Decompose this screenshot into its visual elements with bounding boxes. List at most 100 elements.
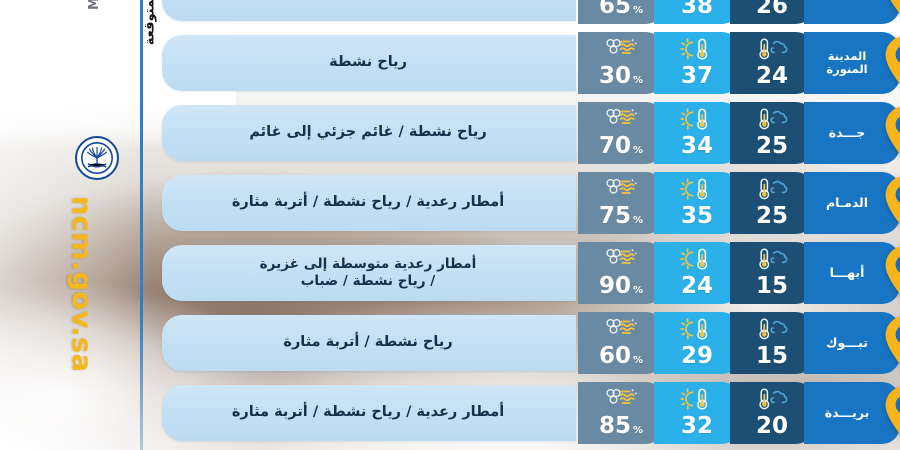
hum-value: 65%: [598, 0, 644, 19]
min-segment: 25: [730, 172, 814, 234]
humidity-droplets-icon: [602, 247, 640, 273]
hum-value: 90%: [598, 273, 644, 299]
forecast-row: 65% 38 26 المكرمة: [148, 0, 900, 24]
sun-thermometer-icon: [679, 317, 715, 345]
hum-value: 70%: [598, 133, 644, 159]
forecast-row: أمطار رعدية / رياح نشطة / أتربة مثارة 85…: [148, 382, 900, 444]
forecast-description-plate: أمطار رعدية متوسطة إلى غزيرة / رياح نشطة …: [162, 245, 576, 301]
percent-unit: %: [633, 5, 644, 16]
forecast-description-plate: [162, 0, 576, 21]
hum-value: 60%: [598, 343, 644, 369]
city-segment[interactable]: المدينة المنورة: [804, 32, 900, 94]
min-segment: 25: [730, 102, 814, 164]
forecast-row: رياح نشطة / غائم جزئي إلى غائم 70%: [148, 102, 900, 164]
vertical-divider: [140, 0, 143, 450]
hum-segment: 85%: [578, 382, 664, 444]
forecast-row: أمطار رعدية متوسطة إلى غزيرة / رياح نشطة …: [148, 242, 900, 304]
ncm-logo: [75, 136, 119, 180]
max-value: 24: [681, 273, 714, 299]
thermometer-cloud-icon: [753, 387, 791, 415]
min-value: 25: [756, 203, 789, 229]
hum-segment: 30%: [578, 32, 664, 94]
max-value: 34: [681, 133, 714, 159]
city-segment[interactable]: بريـــدة: [804, 382, 900, 444]
percent-unit: %: [633, 425, 644, 436]
city-name: جـــدة: [828, 124, 866, 140]
percent-unit: %: [633, 215, 644, 226]
forecast-description-plate: رياح نشطة / أتربة مثارة: [162, 315, 576, 371]
min-segment: 15: [730, 312, 814, 374]
city-segment[interactable]: أبهـــا: [804, 242, 900, 304]
percent-unit: %: [633, 75, 644, 86]
forecast-description-text: رياح نشطة / أتربة مثارة: [283, 334, 453, 351]
forecast-description-plate: رياح نشطة: [162, 35, 576, 91]
humidity-droplets-icon: [602, 37, 640, 63]
max-segment: 38: [654, 0, 740, 24]
city-name: المدينة المنورة: [826, 48, 868, 76]
thermometer-cloud-icon: [753, 37, 791, 65]
thermometer-cloud-icon: [753, 107, 791, 135]
city-segment[interactable]: تبـــوك: [804, 312, 900, 374]
max-value: 38: [681, 0, 714, 19]
forecast-description-text: رياح نشطة / غائم جزئي إلى غائم: [249, 124, 487, 141]
forecast-description-text: أمطار رعدية متوسطة إلى غزيرة / رياح نشطة …: [259, 255, 477, 289]
min-value: 15: [756, 273, 789, 299]
forecast-description-text: أمطار رعدية / رياح نشطة / أتربة مثارة: [231, 194, 505, 211]
max-value: 37: [681, 63, 714, 89]
percent-unit: %: [633, 145, 644, 156]
forecast-row: رياح نشطة 30% 37: [148, 32, 900, 94]
forecast-description-text: رياح نشطة: [329, 54, 407, 71]
city-name: تبـــوك: [826, 334, 868, 350]
min-segment: 24: [730, 32, 814, 94]
thermometer-cloud-icon: [753, 247, 791, 275]
city-segment[interactable]: المكرمة: [804, 0, 900, 24]
hum-value: 30%: [598, 63, 644, 89]
city-name: أبهـــا: [829, 264, 865, 280]
sun-thermometer-icon: [679, 37, 715, 65]
map-pin-icon: [882, 0, 900, 22]
forecast-row: أمطار رعدية / رياح نشطة / أتربة مثارة 75…: [148, 172, 900, 234]
min-segment: 20: [730, 382, 814, 444]
max-segment: 37: [654, 32, 740, 94]
hum-segment: 60%: [578, 312, 664, 374]
city-segment[interactable]: جـــدة: [804, 102, 900, 164]
min-value: 24: [756, 63, 789, 89]
humidity-droplets-icon: [602, 177, 640, 203]
city-segment[interactable]: الدمـام: [804, 172, 900, 234]
hum-segment: 65%: [578, 0, 664, 24]
forecast-description-plate: رياح نشطة / غائم جزئي إلى غائم: [162, 105, 576, 161]
min-segment: 26: [730, 0, 814, 24]
sun-thermometer-icon: [679, 177, 715, 205]
city-name: بريـــدة: [824, 404, 870, 420]
hum-segment: 75%: [578, 172, 664, 234]
percent-unit: %: [633, 285, 644, 296]
percent-unit: %: [633, 355, 644, 366]
forecast-description-plate: أمطار رعدية / رياح نشطة / أتربة مثارة: [162, 175, 576, 231]
sun-thermometer-icon: [679, 247, 715, 275]
max-value: 29: [681, 343, 714, 369]
max-value: 32: [681, 413, 714, 439]
max-segment: 29: [654, 312, 740, 374]
sun-thermometer-icon: [679, 387, 715, 415]
forecast-description-text: أمطار رعدية / رياح نشطة / أتربة مثارة: [231, 404, 505, 421]
forecast-description-plate: أمطار رعدية / رياح نشطة / أتربة مثارة: [162, 385, 576, 441]
max-value: 35: [681, 203, 714, 229]
max-segment: 34: [654, 102, 740, 164]
forecast-row: رياح نشطة / أتربة مثارة 60% 29: [148, 312, 900, 374]
humidity-droplets-icon: [602, 387, 640, 413]
max-segment: 32: [654, 382, 740, 444]
thermometer-cloud-icon: [753, 177, 791, 205]
min-value: 25: [756, 133, 789, 159]
max-segment: 35: [654, 172, 740, 234]
max-segment: 24: [654, 242, 740, 304]
background-white-left: [0, 0, 150, 450]
hum-value: 75%: [598, 203, 644, 229]
humidity-droplets-icon: [602, 317, 640, 343]
min-segment: 15: [730, 242, 814, 304]
thermometer-cloud-icon: [753, 317, 791, 345]
hum-value: 85%: [598, 413, 644, 439]
sun-thermometer-icon: [679, 107, 715, 135]
hum-segment: 70%: [578, 102, 664, 164]
min-value: 20: [756, 413, 789, 439]
